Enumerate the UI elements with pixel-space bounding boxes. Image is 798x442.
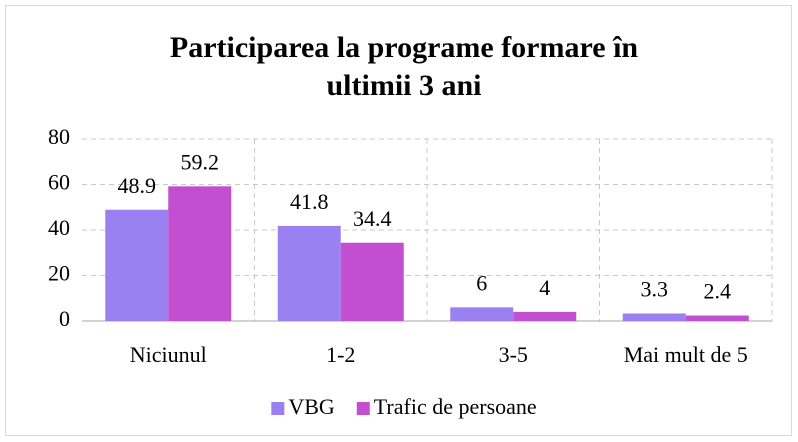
bar xyxy=(513,311,577,321)
bar xyxy=(450,307,514,321)
x-tick-label: Mai mult de 5 xyxy=(624,342,748,367)
y-tick-label: 60 xyxy=(48,170,70,195)
data-label: 34.4 xyxy=(353,206,392,231)
data-label: 48.9 xyxy=(118,173,157,198)
data-label: 59.2 xyxy=(181,149,220,174)
legend-swatch xyxy=(356,402,370,415)
bar xyxy=(277,225,341,321)
y-tick-label: 80 xyxy=(48,124,70,149)
bar xyxy=(105,209,169,321)
data-label: 4 xyxy=(539,275,550,300)
data-label: 3.3 xyxy=(641,277,669,302)
y-tick-label: 20 xyxy=(48,261,70,286)
data-label: 2.4 xyxy=(704,279,732,304)
legend-swatch xyxy=(271,402,285,415)
bar xyxy=(622,313,686,321)
data-label: 6 xyxy=(476,270,487,295)
legend-label: Trafic de persoane xyxy=(374,394,537,419)
bar xyxy=(168,186,232,321)
bar xyxy=(340,242,404,321)
chart-title: ultimii 3 ani xyxy=(326,69,481,102)
bar xyxy=(685,315,749,321)
x-tick-label: Niciunul xyxy=(130,342,207,367)
data-label: 41.8 xyxy=(290,189,329,214)
y-tick-label: 40 xyxy=(48,215,70,240)
x-tick-label: 1-2 xyxy=(326,342,355,367)
x-tick-label: 3-5 xyxy=(499,342,528,367)
legend-label: VBG xyxy=(288,394,335,419)
y-tick-label: 0 xyxy=(59,306,70,331)
chart-title: Participarea la programe formare în xyxy=(170,31,639,64)
